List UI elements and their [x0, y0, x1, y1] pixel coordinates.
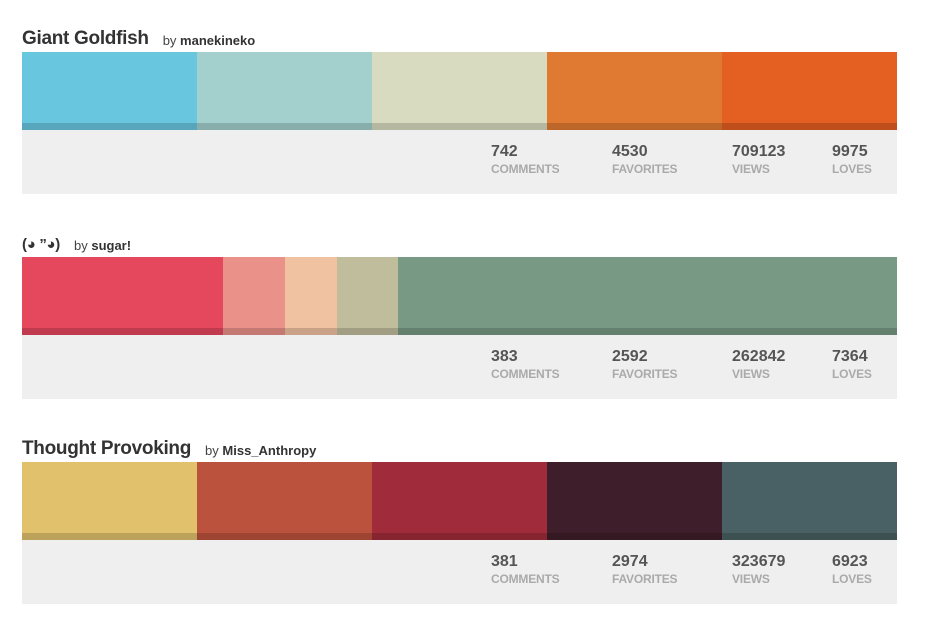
color-swatches[interactable]: [22, 462, 897, 540]
loves-label: LOVES: [832, 572, 872, 586]
stat-favorites[interactable]: 2974 FAVORITES: [612, 553, 678, 587]
comments-count: 381: [491, 553, 518, 570]
palette-byline: by Miss_Anthropy: [205, 443, 316, 458]
by-label: by: [162, 33, 177, 48]
comments-label: COMMENTS: [491, 162, 560, 176]
by-label: by: [73, 238, 88, 253]
palette-card: Giant Goldfish by manekineko 742 COMMENT…: [22, 24, 897, 194]
color-swatch[interactable]: [722, 52, 897, 130]
author-link[interactable]: manekineko: [180, 33, 256, 48]
palette-card: Thought Provoking by Miss_Anthropy 381 C…: [22, 434, 897, 604]
palette-stats: 742 COMMENTS 4530 FAVORITES 709123 VIEWS…: [22, 130, 897, 194]
stat-views: 709123 VIEWS: [732, 143, 785, 177]
loves-count: 9975: [832, 143, 868, 160]
palette-card: (◕ ”◕) by sugar! 383 COMMENTS 2592 FAVOR…: [22, 229, 897, 399]
palette-stats: 383 COMMENTS 2592 FAVORITES 262842 VIEWS…: [22, 335, 897, 399]
favorites-count: 2974: [612, 553, 648, 570]
loves-count: 7364: [832, 348, 868, 365]
comments-label: COMMENTS: [491, 572, 560, 586]
loves-label: LOVES: [832, 162, 872, 176]
palette-title[interactable]: (◕ ”◕): [22, 236, 60, 253]
color-swatch[interactable]: [197, 462, 372, 540]
loves-label: LOVES: [832, 367, 872, 381]
favorites-label: FAVORITES: [612, 572, 678, 586]
author-link[interactable]: sugar!: [91, 238, 132, 253]
views-count: 323679: [732, 553, 786, 570]
color-swatch[interactable]: [372, 52, 547, 130]
stat-loves[interactable]: 6923 LOVES: [832, 553, 872, 587]
views-count: 709123: [732, 143, 786, 160]
stat-views: 323679 VIEWS: [732, 553, 785, 587]
color-swatch[interactable]: [197, 52, 372, 130]
stat-loves[interactable]: 9975 LOVES: [832, 143, 872, 177]
color-swatch[interactable]: [722, 462, 897, 540]
color-swatch[interactable]: [223, 257, 285, 335]
palette-byline: by sugar!: [74, 238, 131, 253]
stat-favorites[interactable]: 2592 FAVORITES: [612, 348, 678, 382]
color-swatch[interactable]: [22, 52, 197, 130]
palette-byline: by manekineko: [163, 33, 256, 48]
color-swatch[interactable]: [398, 257, 897, 335]
stat-views: 262842 VIEWS: [732, 348, 785, 382]
stat-comments[interactable]: 381 COMMENTS: [491, 553, 560, 587]
palette-stats: 381 COMMENTS 2974 FAVORITES 323679 VIEWS…: [22, 540, 897, 604]
favorites-count: 4530: [612, 143, 648, 160]
favorites-label: FAVORITES: [612, 162, 678, 176]
author-link[interactable]: Miss_Anthropy: [222, 443, 317, 458]
color-swatch[interactable]: [284, 257, 337, 335]
views-label: VIEWS: [732, 367, 770, 381]
stat-loves[interactable]: 7364 LOVES: [832, 348, 872, 382]
by-label: by: [205, 443, 219, 458]
color-swatch[interactable]: [547, 462, 722, 540]
comments-label: COMMENTS: [491, 367, 560, 381]
views-label: VIEWS: [732, 162, 770, 176]
color-swatch[interactable]: [22, 462, 197, 540]
color-swatch[interactable]: [547, 52, 722, 130]
palette-header: Thought Provoking by Miss_Anthropy: [22, 434, 897, 460]
palette-title[interactable]: Thought Provoking: [22, 438, 192, 459]
views-label: VIEWS: [732, 572, 770, 586]
palette-header: (◕ ”◕) by sugar!: [22, 229, 897, 255]
loves-count: 6923: [832, 553, 868, 570]
stat-comments[interactable]: 742 COMMENTS: [491, 143, 560, 177]
comments-count: 383: [491, 348, 518, 365]
color-swatches[interactable]: [22, 52, 897, 130]
views-count: 262842: [732, 348, 786, 365]
color-swatch[interactable]: [372, 462, 547, 540]
palette-header: Giant Goldfish by manekineko: [22, 24, 897, 50]
color-swatch[interactable]: [22, 257, 224, 335]
favorites-count: 2592: [612, 348, 648, 365]
favorites-label: FAVORITES: [612, 367, 678, 381]
palette-title[interactable]: Giant Goldfish: [22, 28, 149, 49]
stat-favorites[interactable]: 4530 FAVORITES: [612, 143, 678, 177]
stat-comments[interactable]: 383 COMMENTS: [491, 348, 560, 382]
color-swatch[interactable]: [337, 257, 399, 335]
color-swatches[interactable]: [22, 257, 897, 335]
comments-count: 742: [491, 143, 518, 160]
